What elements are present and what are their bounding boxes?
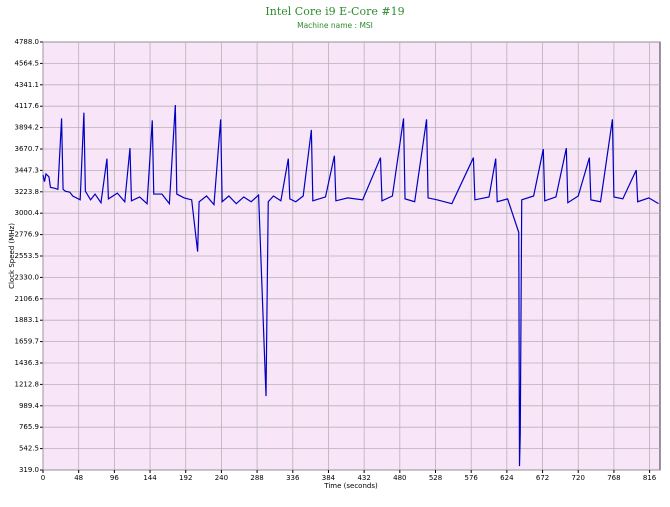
y-tick-label: 1883.1	[15, 316, 40, 324]
x-tick-label: 624	[500, 474, 514, 482]
y-tick-label: 1212.8	[15, 380, 40, 388]
y-tick-label: 2776.9	[15, 231, 40, 239]
y-tick-label: 3223.8	[15, 188, 40, 196]
y-tick-label: 2553.5	[15, 252, 40, 260]
x-tick-label: 96	[110, 474, 119, 482]
y-tick-label: 765.9	[19, 423, 39, 431]
y-tick-label: 319.0	[19, 466, 39, 474]
x-tick-label: 528	[429, 474, 442, 482]
y-tick-label: 3000.4	[15, 209, 40, 217]
y-tick-label: 1659.7	[15, 338, 40, 346]
y-tick-label: 4564.5	[15, 59, 40, 67]
y-tick-label: 4788.0	[15, 38, 40, 46]
x-tick-label: 576	[464, 474, 478, 482]
y-tick-label: 1436.3	[15, 359, 40, 367]
y-tick-label: 2106.6	[15, 295, 40, 303]
x-tick-label: 720	[572, 474, 585, 482]
x-tick-label: 48	[74, 474, 83, 482]
y-tick-label: 2330.0	[15, 273, 40, 281]
x-tick-label: 0	[41, 474, 45, 482]
x-tick-label: 336	[286, 474, 300, 482]
x-tick-label: 384	[322, 474, 336, 482]
x-axis-label: Time (seconds)	[323, 482, 378, 490]
y-tick-label: 4341.1	[15, 81, 40, 89]
chart-subtitle: Machine name : MSI	[297, 21, 373, 30]
y-tick-label: 3894.2	[15, 124, 40, 132]
x-tick-label: 144	[143, 474, 157, 482]
chart-title: Intel Core i9 E-Core #19	[265, 5, 404, 18]
x-tick-label: 768	[607, 474, 620, 482]
y-tick-label: 989.4	[19, 402, 40, 410]
x-tick-label: 192	[179, 474, 192, 482]
line-series	[42, 104, 659, 467]
y-axis-label: Clock Speed (MHz)	[8, 223, 16, 289]
y-tick-label: 542.5	[19, 445, 39, 453]
x-tick-label: 672	[536, 474, 549, 482]
x-tick-label: 816	[643, 474, 657, 482]
y-tick-label: 3670.7	[15, 145, 40, 153]
x-tick-label: 240	[215, 474, 228, 482]
x-tick-label: 288	[250, 474, 263, 482]
x-tick-label: 432	[357, 474, 370, 482]
y-tick-label: 4117.6	[15, 102, 40, 110]
y-tick-label: 3447.3	[15, 166, 40, 174]
x-tick-label: 480	[393, 474, 406, 482]
